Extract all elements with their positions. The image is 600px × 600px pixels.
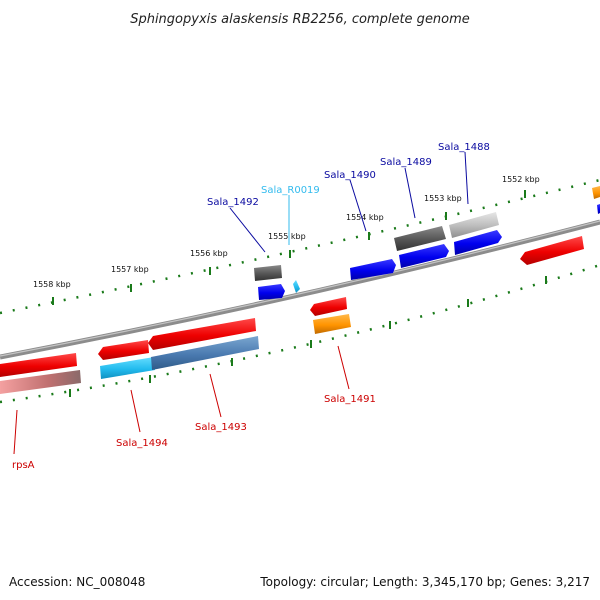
reverse-label-leaders [13,345,350,455]
gene-feature[interactable] [592,186,600,199]
genome-backbone [0,219,600,360]
gene-feature[interactable] [597,204,600,214]
gene-feature[interactable] [394,226,446,251]
reverse-strand-genes [0,236,584,394]
rna-label[interactable]: Sala_R0019 [261,185,320,196]
leader-line [349,179,367,232]
tick-label: 1557 kbp [111,265,149,274]
gene-labels: Sala_1492 Sala_R0019 Sala_1490 Sala_1489… [12,142,490,471]
tick-label: 1553 kbp [424,194,462,203]
rna-feature[interactable] [293,280,300,293]
gene-feature[interactable] [313,314,351,334]
leader-line [229,207,266,253]
gene-feature[interactable] [254,265,282,281]
gene-label[interactable]: rpsA [12,460,35,471]
gene-feature[interactable] [454,230,502,255]
gene-label[interactable]: Sala_1491 [324,394,376,405]
tick-label: 1555 kbp [268,232,306,241]
gene-feature[interactable] [148,318,256,350]
map-title: Sphingopyxis alaskensis RB2256, complete… [130,12,470,27]
gene-feature[interactable] [0,353,77,377]
gene-feature[interactable] [520,236,584,265]
leader-line [130,389,141,433]
gene-label[interactable]: Sala_1489 [380,157,432,168]
gene-feature[interactable] [151,336,259,370]
tick-label: 1556 kbp [190,249,228,258]
tick-label: 1554 kbp [346,213,384,222]
accession-text: Accession: NC_008048 [9,575,145,589]
outer-major-ticks [52,190,526,305]
gene-feature[interactable] [98,340,149,360]
gene-feature[interactable] [399,244,449,268]
gene-label[interactable]: Sala_1488 [438,142,490,153]
gene-label[interactable]: Sala_1492 [207,197,259,208]
leader-line [404,167,416,219]
gene-label[interactable]: Sala_1493 [195,422,247,433]
forward-label-leaders [229,151,469,253]
leader-line [13,409,18,455]
tick-label: 1552 kbp [502,175,540,184]
gene-feature[interactable] [0,370,81,394]
genome-backbone-highlight [0,220,600,357]
gene-label[interactable]: Sala_1494 [116,438,168,449]
forward-strand-genes [254,186,600,300]
gene-feature[interactable] [350,259,396,280]
gene-feature[interactable] [310,297,347,316]
scale-tick-labels: 1558 kbp 1557 kbp 1556 kbp 1555 kbp 1554… [33,175,540,289]
inner-scale-track [0,263,600,404]
gene-label[interactable]: Sala_1490 [324,170,376,181]
inner-major-ticks [69,276,547,397]
leader-line [209,373,222,418]
gene-feature[interactable] [258,284,285,300]
tick-label: 1558 kbp [33,280,71,289]
topology-text: Topology: circular; Length: 3,345,170 bp… [259,575,590,589]
gene-feature[interactable] [100,357,155,379]
leader-line [464,151,469,205]
gene-feature[interactable] [449,212,499,238]
leader-line [337,345,350,390]
